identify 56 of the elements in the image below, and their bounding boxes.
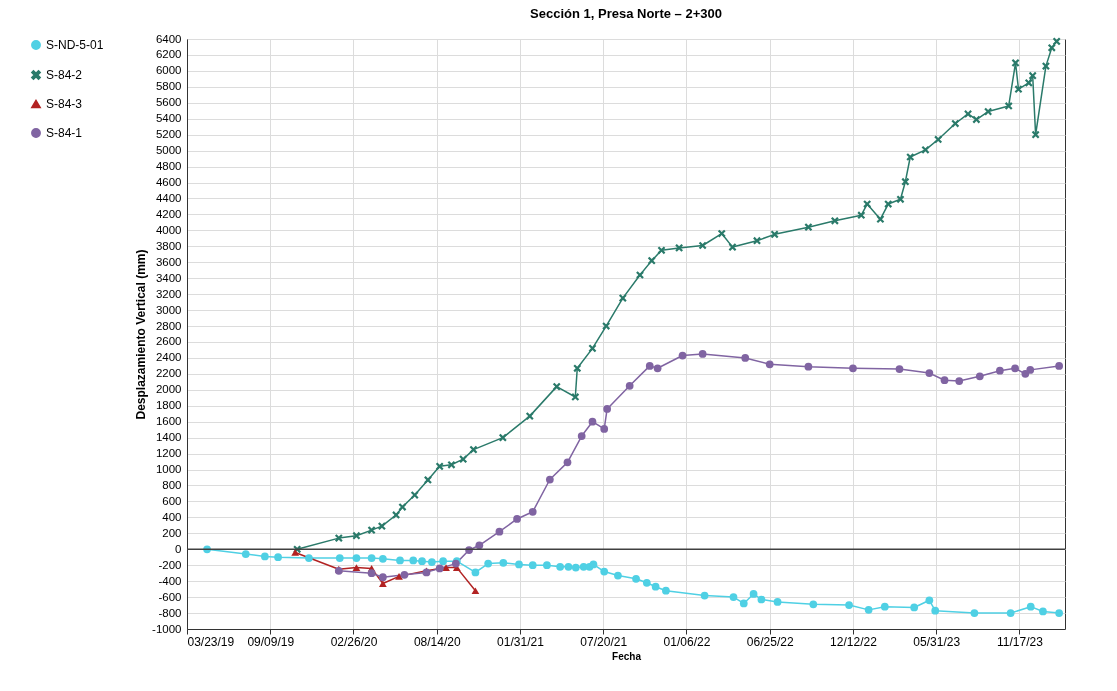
y-tick-label: 3800 bbox=[155, 239, 182, 252]
y-tick-label: 2400 bbox=[155, 351, 182, 364]
x-tick-label: 12/12/22 bbox=[830, 634, 878, 649]
x-tick-label: 09/09/19 bbox=[247, 634, 295, 649]
y-tick-label: 1600 bbox=[155, 415, 182, 428]
y-tick-label: 4200 bbox=[155, 207, 182, 220]
x-tick-label: 03/23/19 bbox=[187, 634, 235, 649]
y-tick-label: 800 bbox=[162, 478, 182, 491]
y-axis-title: Desplazamiento Vertical (mm) bbox=[134, 249, 149, 420]
x-tick-label: 11/17/23 bbox=[997, 634, 1044, 649]
y-tick-label: 6200 bbox=[155, 48, 182, 61]
y-tick-label: 1000 bbox=[155, 463, 182, 476]
legend-label: S-84-2 bbox=[46, 68, 83, 82]
x-tick-label: 06/25/22 bbox=[746, 634, 794, 649]
y-tick-label: 4800 bbox=[155, 160, 182, 173]
x-tick-label: 02/26/20 bbox=[330, 634, 378, 649]
legend-label: S-84-1 bbox=[46, 126, 83, 140]
y-tick-label: 2200 bbox=[155, 367, 182, 380]
legend-label: S-84-3 bbox=[46, 97, 83, 111]
y-tick-label: -400 bbox=[158, 574, 182, 587]
y-tick-label: 2600 bbox=[155, 335, 182, 348]
legend-label: S-ND-5-01 bbox=[46, 38, 104, 52]
y-tick-label: 1800 bbox=[155, 399, 182, 412]
y-tick-label: 2800 bbox=[155, 319, 182, 332]
y-tick-label: -1000 bbox=[152, 622, 182, 635]
y-tick-label: 4600 bbox=[155, 176, 182, 189]
x-tick-label: 05/31/23 bbox=[913, 634, 961, 649]
y-tick-label: 1200 bbox=[155, 447, 182, 460]
y-tick-label: 5400 bbox=[155, 112, 182, 125]
y-tick-label: -800 bbox=[158, 606, 182, 619]
y-tick-label: 200 bbox=[162, 526, 182, 539]
x-tick-label: 07/20/21 bbox=[580, 634, 628, 649]
y-tick-label: 0 bbox=[175, 542, 182, 555]
y-tick-label: -600 bbox=[158, 590, 182, 603]
y-tick-label: 4400 bbox=[155, 191, 182, 204]
y-tick-label: 2000 bbox=[155, 383, 182, 396]
x-tick-label: 08/14/20 bbox=[413, 634, 461, 649]
y-tick-label: 6000 bbox=[155, 64, 182, 77]
y-tick-label: 4000 bbox=[155, 223, 182, 236]
y-tick-label: 3200 bbox=[155, 287, 182, 300]
y-tick-label: 3400 bbox=[155, 271, 182, 284]
y-tick-label: 5800 bbox=[155, 80, 182, 93]
y-tick-label: 400 bbox=[162, 510, 182, 523]
y-tick-label: 5200 bbox=[155, 128, 182, 141]
y-tick-label: 3000 bbox=[155, 303, 182, 316]
y-tick-label: 600 bbox=[162, 494, 182, 507]
y-tick-label: 1400 bbox=[155, 431, 182, 444]
y-tick-label: 5600 bbox=[155, 96, 182, 109]
x-axis-title: Fecha bbox=[612, 650, 642, 662]
x-tick-label: 01/06/22 bbox=[663, 634, 711, 649]
x-tick-label: 01/31/21 bbox=[497, 634, 545, 649]
y-tick-label: 5000 bbox=[155, 144, 182, 157]
y-tick-label: 6400 bbox=[155, 32, 182, 45]
chart-title: Sección 1, Presa Norte – 2+300 bbox=[530, 6, 722, 21]
y-tick-label: 3600 bbox=[155, 255, 182, 268]
y-tick-label: -200 bbox=[158, 558, 182, 571]
